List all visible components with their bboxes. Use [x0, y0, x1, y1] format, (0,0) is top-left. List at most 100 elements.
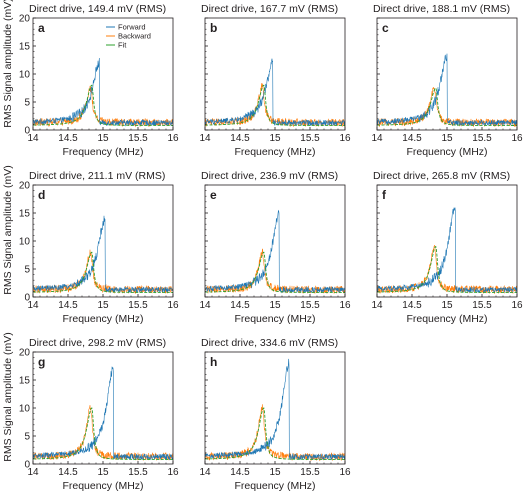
panel-title: Direct drive, 211.1 mV (RMS) [29, 170, 165, 182]
x-tick-label: 14.5 [230, 300, 250, 311]
x-axis-label: Frequency (MHz) [62, 313, 143, 325]
x-tick-label: 16 [511, 133, 523, 144]
series-fit [33, 84, 173, 126]
x-tick-label: 14 [27, 467, 39, 478]
x-tick-label: 15 [269, 467, 281, 478]
x-tick-label: 15 [269, 133, 281, 144]
x-tick-label: 15.5 [300, 300, 320, 311]
legend-label: Backward [118, 32, 151, 41]
x-tick-label: 14 [371, 133, 383, 144]
series-forward [205, 209, 345, 294]
x-tick-label: 16 [339, 467, 351, 478]
series-fit [205, 251, 345, 293]
series-backward [33, 85, 173, 128]
panel-letter: d [38, 188, 45, 202]
y-tick-label: 20 [19, 181, 31, 192]
x-tick-label: 14.5 [402, 300, 422, 311]
series-fit [32, 407, 173, 460]
x-tick-label: 16 [167, 133, 179, 144]
y-tick-label: 20 [19, 14, 31, 25]
y-tick-label: 15 [19, 209, 31, 220]
plot-frame [32, 184, 174, 298]
panel-c: Direct drive, 188.1 mV (RMS) c 14 14.5 15 15.… [371, 3, 523, 158]
y-tick-label: 0 [24, 293, 30, 304]
series-forward [377, 53, 517, 127]
x-tick-label: 14 [199, 300, 211, 311]
y-tick-label: 10 [19, 70, 31, 81]
x-tick-label: 15 [269, 300, 281, 311]
x-tick-label: 14 [199, 467, 211, 478]
series-forward [377, 207, 517, 293]
legend-label: Forward [118, 23, 146, 32]
panel-title: Direct drive, 298.2 mV (RMS) [29, 337, 166, 349]
legend-label: Fit [118, 41, 127, 50]
x-tick-label: 14 [27, 300, 39, 311]
panel-letter: c [382, 21, 389, 35]
x-tick-label: 15.5 [128, 300, 148, 311]
panel-a: Direct drive, 149.4 mV (RMS) a 14 14.5 15 15.… [19, 3, 179, 158]
plot-frame [204, 17, 346, 131]
x-tick-label: 15.5 [472, 300, 492, 311]
x-axis-label: Frequency (MHz) [62, 146, 143, 158]
x-tick-label: 16 [167, 300, 179, 311]
plot-frame [32, 351, 174, 465]
panel-g: Direct drive, 298.2 mV (RMS) g 14 14.5 15 15.… [19, 337, 179, 492]
panel-letter: h [210, 355, 217, 369]
series-fit [205, 84, 345, 126]
x-tick-label: 15.5 [128, 467, 148, 478]
x-tick-label: 14 [371, 300, 383, 311]
x-tick-label: 15 [97, 133, 109, 144]
plot-frame [204, 184, 346, 298]
y-tick-label: 5 [24, 265, 30, 276]
y-tick-label: 0 [24, 460, 30, 471]
panel-letter: b [210, 21, 217, 35]
plot-frame [32, 17, 174, 131]
x-tick-label: 16 [167, 467, 179, 478]
x-axis-label: Frequency (MHz) [234, 313, 315, 325]
panel-letter: g [38, 355, 45, 369]
x-tick-label: 14.5 [230, 133, 250, 144]
y-tick-label: 10 [19, 404, 31, 415]
series-forward [33, 57, 173, 127]
series-forward [33, 215, 173, 294]
series-forward [33, 366, 173, 461]
y-axis-label-row-2: RMS Signal amplitude (mV) [2, 165, 14, 295]
series-backward [377, 244, 517, 294]
x-tick-label: 14.5 [230, 467, 250, 478]
series-forward [205, 358, 345, 461]
x-tick-label: 16 [511, 300, 523, 311]
y-tick-label: 5 [24, 98, 30, 109]
y-tick-label: 0 [24, 126, 30, 137]
series-fit [204, 407, 345, 460]
x-tick-label: 14 [27, 133, 39, 144]
x-tick-label: 15 [97, 300, 109, 311]
y-tick-label: 5 [24, 432, 30, 443]
x-tick-label: 14 [199, 133, 211, 144]
x-tick-label: 14.5 [58, 133, 78, 144]
x-axis-label: Frequency (MHz) [406, 146, 487, 158]
panel-title: Direct drive, 149.4 mV (RMS) [29, 3, 166, 15]
x-tick-label: 15.5 [128, 133, 148, 144]
panel-letter: e [210, 188, 217, 202]
plot-frame [376, 184, 518, 298]
y-tick-label: 20 [19, 348, 31, 359]
panel-title: Direct drive, 236.9 mV (RMS) [201, 170, 338, 182]
y-axis-label-row-1: RMS Signal amplitude (mV) [2, 0, 14, 128]
y-tick-label: 10 [19, 237, 31, 248]
plot-frame [204, 351, 346, 465]
panel-d: Direct drive, 211.1 mV (RMS) d 14 14.5 15 15.… [19, 170, 179, 325]
y-axis-label-row-3: RMS Signal amplitude (mV) [2, 332, 14, 462]
x-axis-label: Frequency (MHz) [234, 146, 315, 158]
x-tick-label: 16 [339, 133, 351, 144]
series-fit [377, 87, 517, 126]
panel-f: Direct drive, 265.8 mV (RMS) f 14 14.5 15 15.… [371, 170, 523, 325]
x-tick-label: 14.5 [58, 300, 78, 311]
panel-title: Direct drive, 167.7 mV (RMS) [201, 3, 338, 15]
panel-letter: f [382, 188, 387, 202]
panel-letter: a [38, 21, 45, 35]
series-backward [33, 405, 173, 461]
panel-b: Direct drive, 167.7 mV (RMS) b 14 14.5 15 15.… [199, 3, 351, 158]
x-tick-label: 14.5 [402, 133, 422, 144]
x-tick-label: 16 [339, 300, 351, 311]
